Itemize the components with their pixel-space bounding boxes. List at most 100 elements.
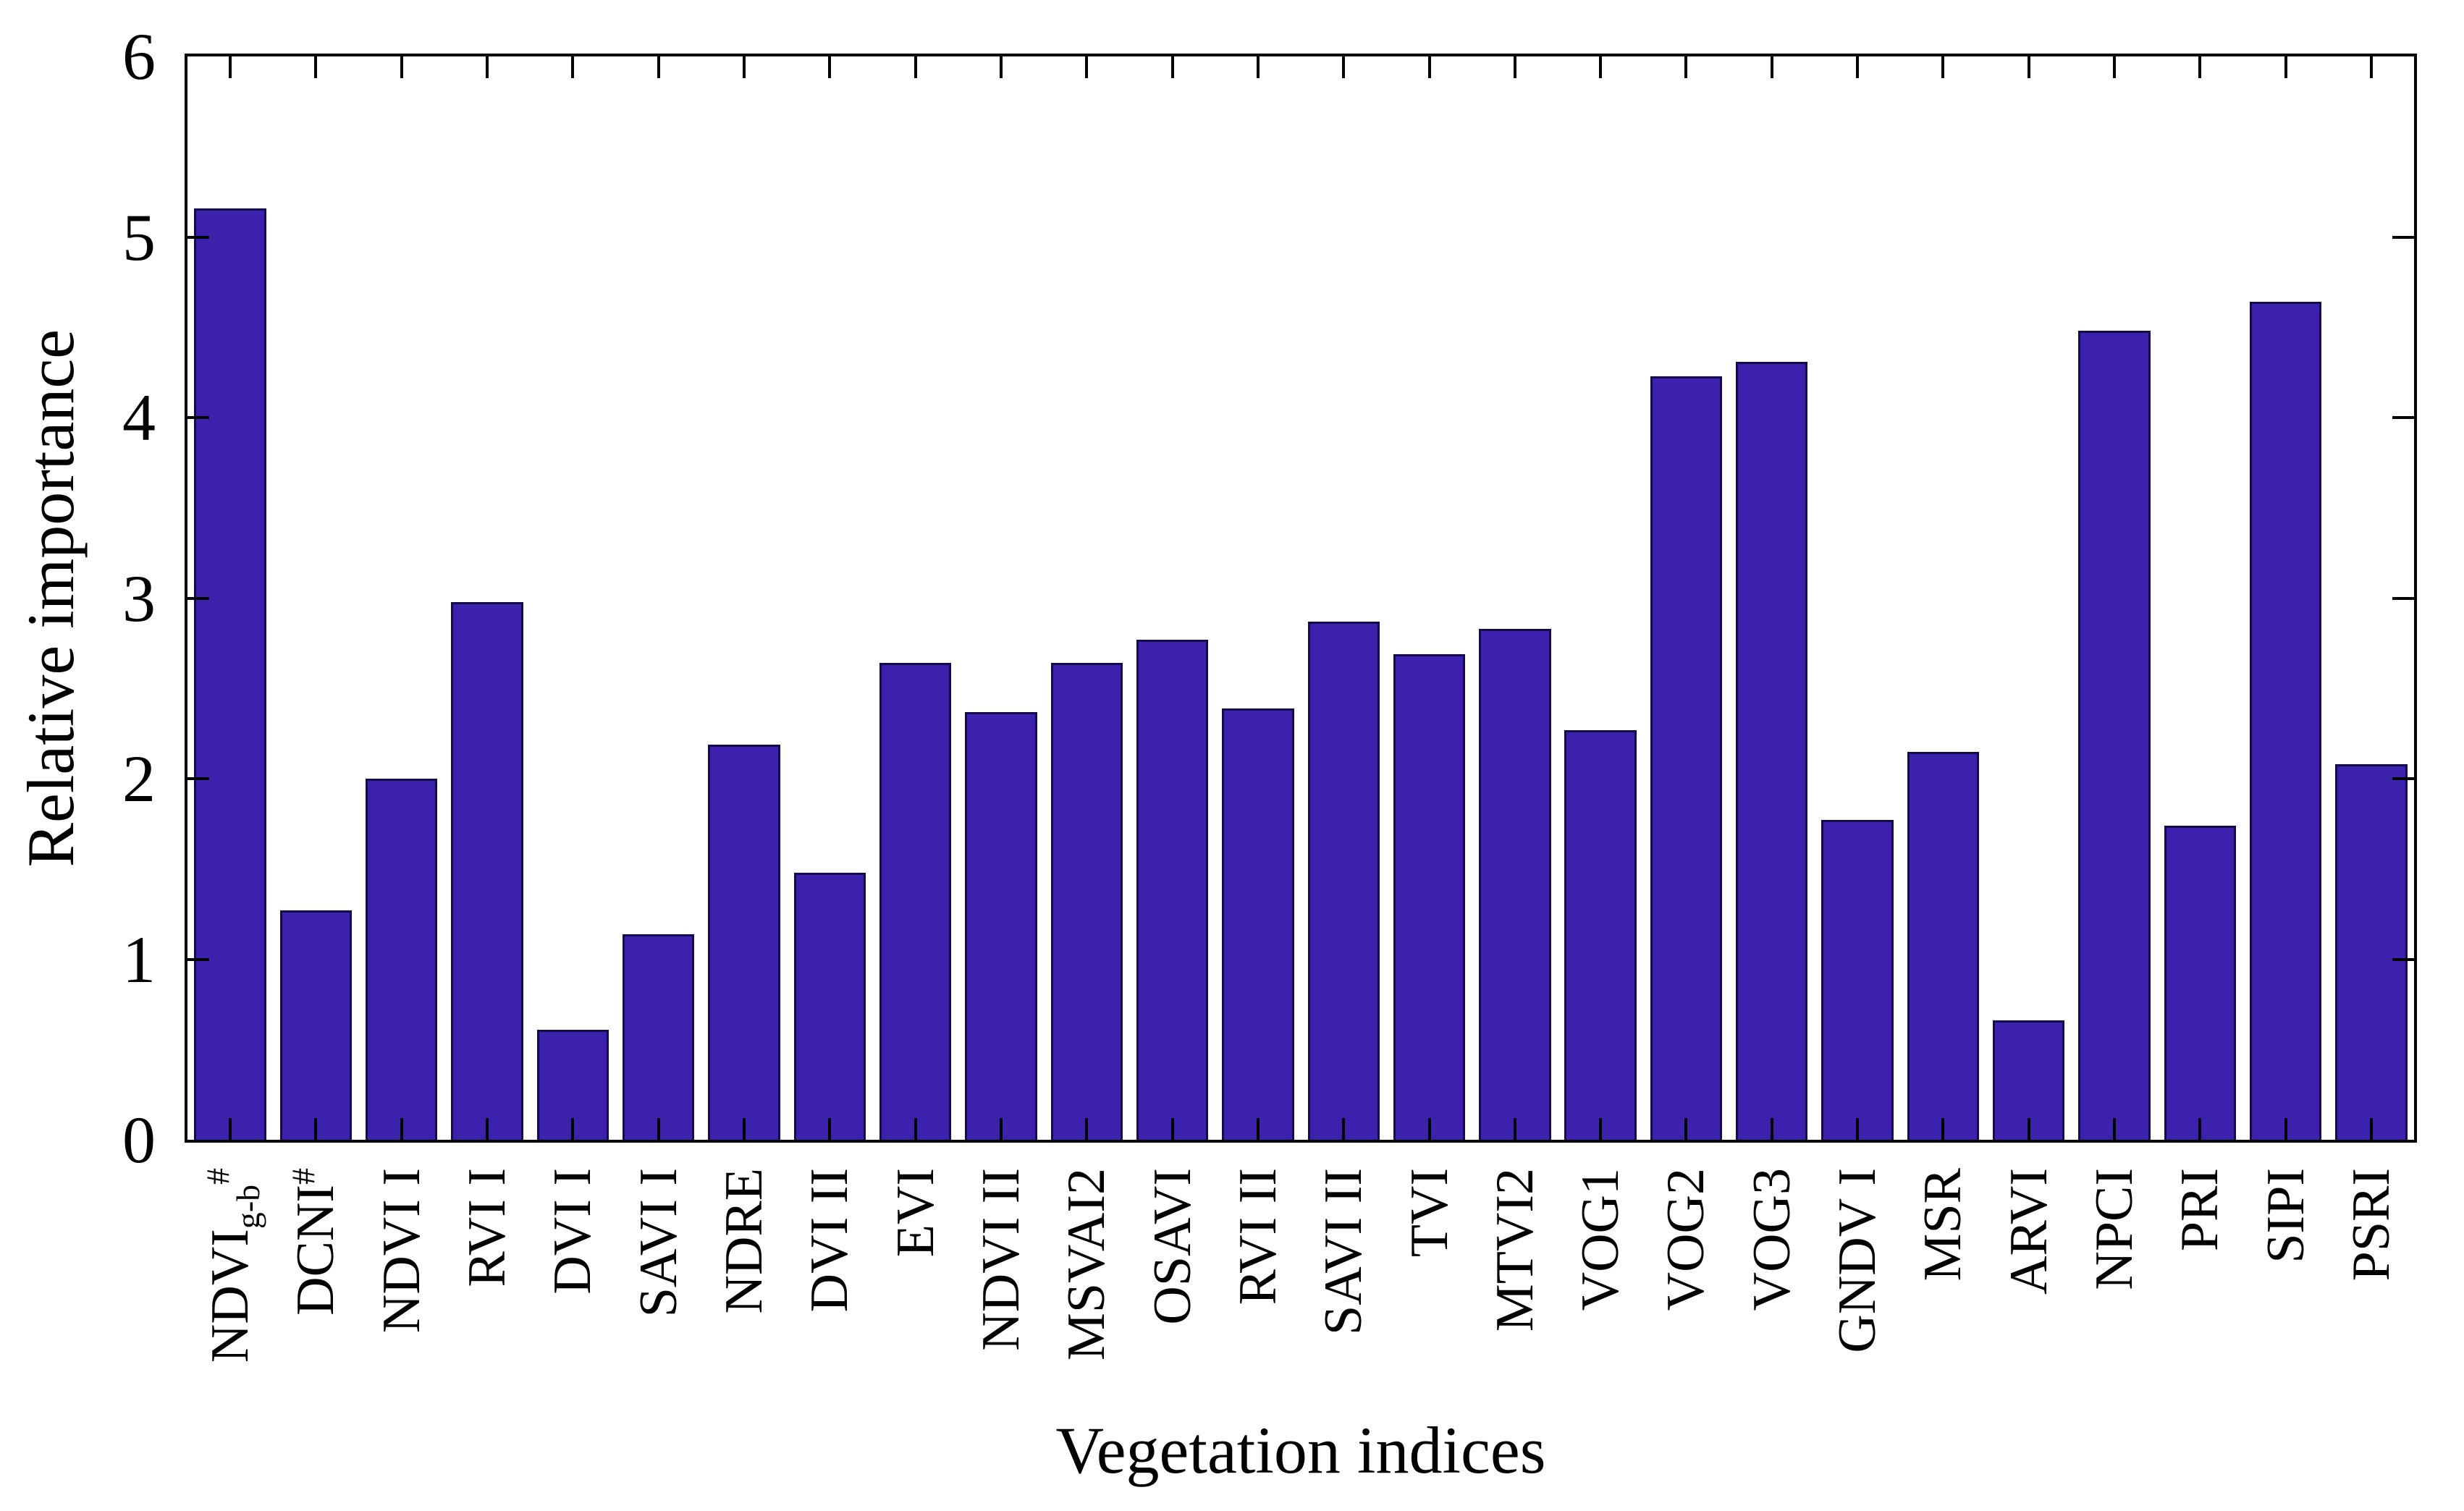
- x-tick-mark: [1599, 56, 1603, 78]
- x-tick-mark: [314, 1118, 318, 1140]
- x-tick-mark: [1856, 1118, 1860, 1140]
- x-tick-mark: [1513, 1118, 1516, 1140]
- x-tick-mark: [486, 56, 489, 78]
- y-tick-label-3: 3: [122, 561, 156, 635]
- bar-slot: [958, 56, 1044, 1140]
- x-tick-mark: [828, 1118, 832, 1140]
- x-tick-label: DVI II: [800, 1168, 860, 1313]
- x-tick-label: PRI: [2170, 1168, 2230, 1252]
- bar-mtvi2: [1479, 628, 1551, 1140]
- x-tick-label: RVI I: [457, 1168, 518, 1287]
- bar-dvi-ii: [793, 872, 866, 1140]
- x-tick-label: SAVI II: [1314, 1168, 1374, 1335]
- x-tick-mark: [1256, 1118, 1260, 1140]
- x-tick-label: NDVIg-b#: [199, 1168, 266, 1363]
- x-tick-mark: [1427, 1118, 1431, 1140]
- x-tick-mark: [2113, 56, 2117, 78]
- x-tick-label: VOG3: [1742, 1168, 1802, 1311]
- bar-slot: [273, 56, 358, 1140]
- bar-rvi-ii: [1222, 708, 1294, 1140]
- y-tick-label-6: 6: [122, 20, 156, 93]
- x-tick-mark: [1427, 56, 1431, 78]
- bar-vog1: [1564, 729, 1637, 1140]
- bar-vog3: [1736, 361, 1808, 1140]
- bar-slot: [1729, 56, 1815, 1140]
- x-tick-label: PSRI: [2341, 1168, 2401, 1282]
- bar-slot: [1815, 56, 1900, 1140]
- bar-savi-i: [623, 934, 695, 1140]
- x-axis-title: Vegetation indices: [185, 1413, 2417, 1489]
- y-tick-mark: [187, 235, 209, 239]
- x-tick-label: NDVI II: [971, 1168, 1031, 1351]
- bar-arvi: [1993, 1020, 2065, 1140]
- x-tick-label: GNDV I: [1828, 1168, 1888, 1353]
- x-tick-mark: [2198, 1118, 2202, 1140]
- bar-slot: [187, 56, 273, 1140]
- bar-pri: [2164, 825, 2237, 1140]
- x-tick-mark: [1770, 1118, 1773, 1140]
- x-tick-mark: [1342, 1118, 1346, 1140]
- x-tick-label: NPCI: [2085, 1168, 2145, 1290]
- x-tick-mark: [1770, 56, 1773, 78]
- x-tick-mark: [2198, 56, 2202, 78]
- bars: [187, 56, 2414, 1140]
- x-tick-mark: [1684, 56, 1688, 78]
- x-tick-mark: [999, 56, 1003, 78]
- x-tick-label: VOG2: [1656, 1168, 1716, 1311]
- y-tick-mark: [2392, 416, 2414, 419]
- bar-slot: [1472, 56, 1558, 1140]
- x-tick-label: DCNI#: [284, 1168, 346, 1316]
- x-tick-mark: [314, 56, 318, 78]
- bar-evi: [879, 663, 952, 1140]
- x-tick-mark: [571, 56, 575, 78]
- x-tick-mark: [1170, 1118, 1174, 1140]
- bar-psri: [2335, 764, 2408, 1140]
- x-tick-mark: [914, 56, 917, 78]
- x-tick-mark: [1684, 1118, 1688, 1140]
- bar-slot: [1301, 56, 1386, 1140]
- x-tick-mark: [1941, 1118, 1945, 1140]
- plot-area: [185, 54, 2417, 1143]
- x-tick-mark: [914, 1118, 917, 1140]
- x-tick-mark: [1941, 56, 1945, 78]
- bar-ndre: [708, 744, 780, 1140]
- x-tick-mark: [657, 1118, 660, 1140]
- x-tick-mark: [1856, 56, 1860, 78]
- bar-slot: [2157, 56, 2243, 1140]
- bar-slot: [787, 56, 872, 1140]
- bar-slot: [1558, 56, 1643, 1140]
- x-tick-mark: [229, 56, 232, 78]
- bar-slot: [359, 56, 444, 1140]
- x-tick-mark: [2369, 1118, 2373, 1140]
- bar-slot: [616, 56, 701, 1140]
- x-tick-mark: [229, 1118, 232, 1140]
- x-tick-mark: [1342, 56, 1346, 78]
- bar-vog2: [1650, 376, 1723, 1140]
- x-tick-mark: [743, 1118, 746, 1140]
- x-tick-mark: [1513, 56, 1516, 78]
- bar-slot: [701, 56, 787, 1140]
- y-tick-label-5: 5: [122, 200, 156, 274]
- x-tick-label: RVI II: [1228, 1168, 1288, 1305]
- x-tick-mark: [1085, 1118, 1089, 1140]
- x-tick-label: VOG1: [1571, 1168, 1631, 1311]
- x-tick-label: SAVI I: [628, 1168, 688, 1318]
- y-tick-mark: [2392, 235, 2414, 239]
- x-tick-label: SIPI: [2256, 1168, 2316, 1264]
- bar-slot: [2329, 56, 2414, 1140]
- y-tick-mark: [2392, 777, 2414, 780]
- bar-slot: [1215, 56, 1301, 1140]
- bar-slot: [2072, 56, 2157, 1140]
- y-tick-label-1: 1: [122, 922, 156, 996]
- x-tick-mark: [2027, 1118, 2030, 1140]
- bar-ndvi-ii: [965, 711, 1037, 1140]
- x-tick-mark: [400, 56, 403, 78]
- bar-slot: [873, 56, 958, 1140]
- y-tick-mark: [2392, 957, 2414, 961]
- bar-sipi: [2249, 302, 2322, 1140]
- y-tick-mark: [187, 777, 209, 780]
- bar-savi-ii: [1307, 621, 1380, 1140]
- x-tick-mark: [1085, 56, 1089, 78]
- bar-slot: [1386, 56, 1472, 1140]
- bar-slot: [444, 56, 530, 1140]
